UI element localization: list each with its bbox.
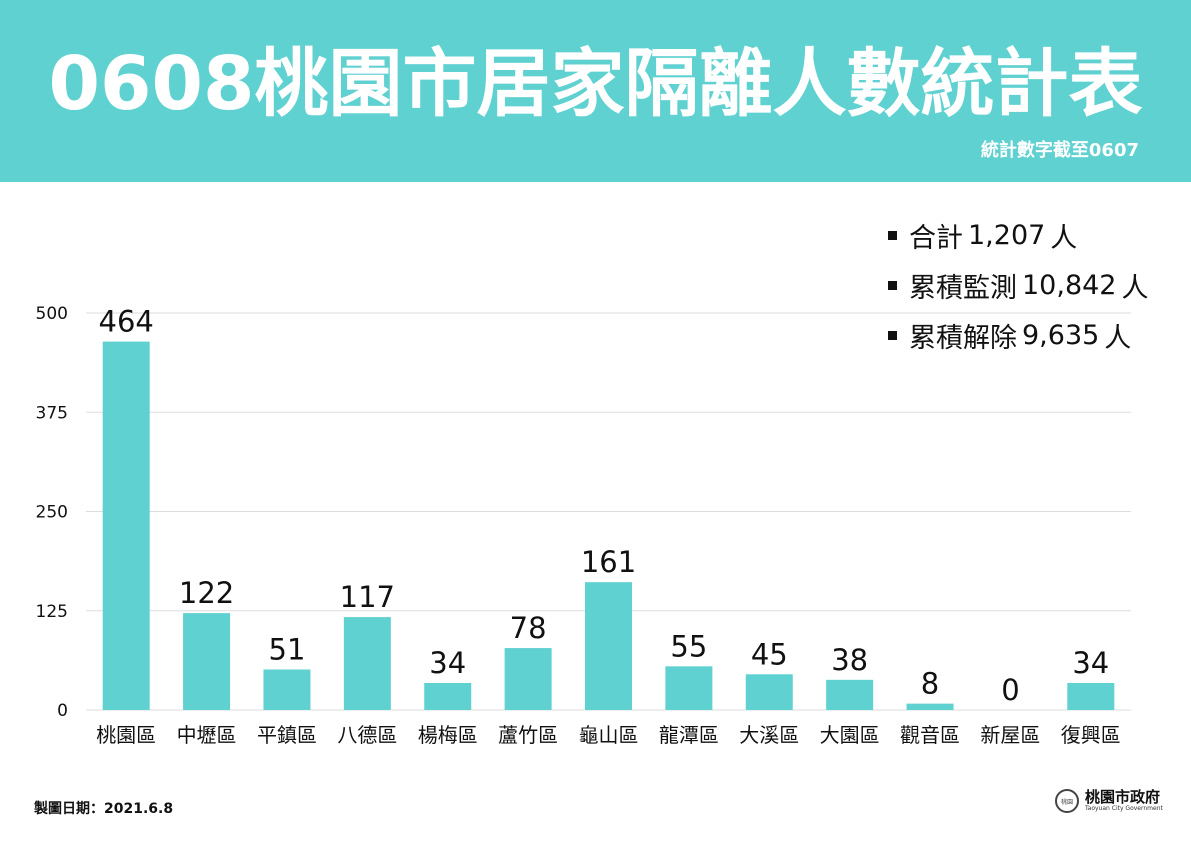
x-tick-label: 復興區: [1061, 723, 1121, 747]
logo-english: Taoyuan City Government: [1085, 805, 1163, 812]
x-tick-label: 龍潭區: [659, 723, 719, 747]
bar: [585, 582, 632, 710]
y-tick-label: 250: [36, 503, 68, 523]
y-tick-label: 125: [36, 602, 68, 622]
summary-value: 9,635: [1022, 319, 1100, 351]
data-label: 122: [179, 576, 234, 610]
data-label: 55: [670, 629, 707, 663]
x-tick-label: 八德區: [337, 723, 397, 747]
bar: [102, 341, 150, 710]
x-tick-label: 龜山區: [579, 723, 639, 747]
x-tick-label: 蘆竹區: [498, 723, 558, 747]
summary-unit: 人: [1121, 272, 1149, 304]
summary-item-total: 合計 1,207 人: [888, 210, 1148, 260]
data-label: 464: [99, 305, 154, 339]
bullet-square-icon: [888, 230, 897, 240]
data-label: 0: [1001, 673, 1019, 707]
bar: [1067, 683, 1115, 710]
summary-unit: 人: [1050, 222, 1078, 254]
summary-value: 10,842: [1022, 269, 1117, 301]
data-label: 161: [581, 545, 636, 579]
bar: [424, 683, 472, 710]
x-tick-label: 大溪區: [739, 723, 799, 747]
data-label: 45: [751, 637, 788, 671]
data-label: 51: [269, 633, 306, 667]
bar: [263, 669, 311, 710]
summary-label: 合計: [909, 222, 963, 254]
x-tick-label: 楊梅區: [418, 723, 478, 747]
data-label: 34: [429, 646, 466, 680]
y-tick-label: 0: [57, 701, 68, 721]
bar: [183, 613, 231, 710]
summary-item-cumulative-released: 累積解除 9,635 人: [888, 310, 1148, 360]
bar: [826, 679, 874, 710]
data-label: 38: [831, 643, 868, 677]
summary-value: 1,207: [968, 219, 1046, 251]
x-tick-label: 大園區: [820, 723, 880, 747]
chart-date: 製圖日期：2021.6.8: [34, 801, 174, 817]
x-tick-label: 桃園區: [96, 723, 156, 747]
bar: [745, 674, 793, 710]
x-tick-label: 觀音區: [900, 723, 960, 747]
page-title: 0608桃園市居家隔離人數統計表: [48, 41, 1143, 127]
data-label: 8: [921, 667, 939, 701]
bullet-square-icon: [888, 330, 897, 340]
summary-label: 累積監測: [909, 272, 1017, 304]
x-tick-label: 中壢區: [177, 723, 237, 747]
summary-unit: 人: [1104, 322, 1132, 354]
y-tick-label: 500: [36, 304, 68, 324]
data-label: 78: [510, 611, 547, 645]
summary-label: 累積解除: [909, 322, 1017, 354]
bar: [343, 617, 391, 710]
x-tick-label: 新屋區: [980, 723, 1040, 747]
x-tick-label: 平鎮區: [257, 723, 317, 747]
data-cutoff-note: 統計數字截至0607: [980, 140, 1139, 161]
seal-text: 桃園: [1060, 798, 1073, 806]
bar: [906, 703, 954, 710]
bar: [665, 666, 713, 710]
bar: [504, 648, 552, 710]
bar-chart: 0 125 250 375 500 464 桃園區 122 中壢區 51 平鎮區 117 八德區 34 楊梅…: [36, 304, 1131, 747]
summary-item-cumulative-monitored: 累積監測 10,842 人: [888, 260, 1148, 310]
city-logo: 桃園 桃園市政府 Taoyuan City Government: [1055, 789, 1163, 813]
city-seal-icon: 桃園: [1055, 789, 1079, 813]
data-label: 34: [1072, 646, 1109, 680]
bullet-square-icon: [888, 280, 897, 290]
summary-list: 合計 1,207 人 累積監測 10,842 人 累積解除 9,635 人: [888, 210, 1148, 360]
y-tick-label: 375: [36, 403, 68, 423]
logo-name: 桃園市政府: [1085, 788, 1161, 806]
header-banner: 0608桃園市居家隔離人數統計表 統計數字截至0607: [0, 0, 1191, 182]
data-label: 117: [340, 580, 395, 614]
